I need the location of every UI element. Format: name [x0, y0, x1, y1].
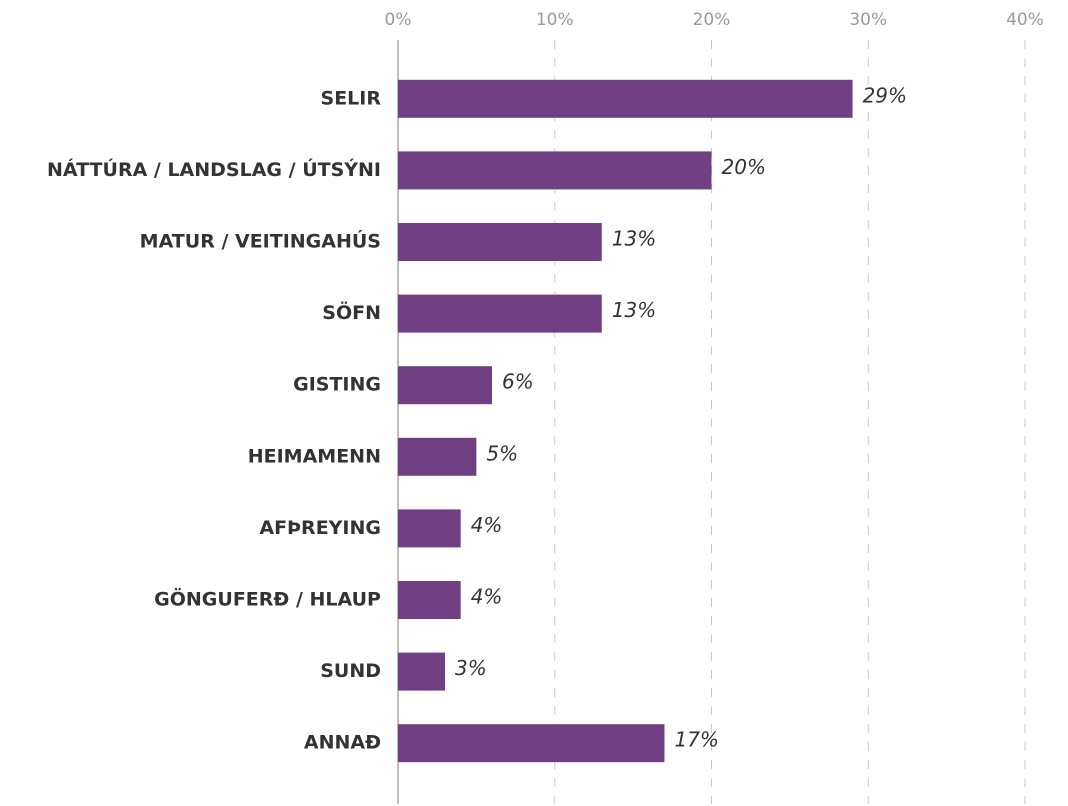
- value-label: 4%: [471, 513, 503, 537]
- bar: [398, 437, 477, 476]
- value-label: 17%: [674, 728, 718, 752]
- bar: [398, 581, 461, 619]
- bar: [398, 223, 602, 261]
- category-label: GISTING: [293, 374, 381, 396]
- bar: [398, 724, 665, 763]
- value-label: 20%: [722, 155, 766, 179]
- x-tick-label: 40%: [1006, 10, 1044, 30]
- x-tick-label: 0%: [385, 10, 412, 30]
- category-label: MATUR / VEITINGAHÚS: [140, 229, 381, 253]
- value-label: 29%: [863, 83, 907, 107]
- category-label: HEIMAMENN: [248, 445, 381, 467]
- value-label: 4%: [471, 585, 503, 609]
- value-label: 13%: [612, 298, 656, 322]
- bar: [398, 509, 461, 548]
- category-label: SUND: [320, 660, 381, 682]
- bar: [398, 79, 853, 118]
- x-tick-label: 30%: [849, 10, 887, 30]
- value-label: 5%: [486, 441, 518, 465]
- value-label: 3%: [455, 656, 487, 680]
- category-label: SÖFN: [322, 300, 381, 324]
- value-label: 13%: [612, 227, 656, 251]
- bar: [398, 366, 493, 405]
- category-label: NÁTTÚRA / LANDSLAG / ÚTSÝNI: [47, 157, 381, 181]
- x-tick-label: 20%: [693, 10, 731, 30]
- category-label: SELIR: [321, 87, 382, 109]
- bar: [398, 294, 602, 333]
- category-label: GÖNGUFERÐ / HLAUP: [154, 587, 381, 611]
- bar: [398, 652, 446, 691]
- value-label: 6%: [502, 370, 534, 394]
- category-label: ANNAÐ: [304, 732, 381, 754]
- category-label: AFÞREYING: [259, 517, 381, 539]
- bar: [398, 151, 712, 190]
- x-tick-label: 10%: [536, 10, 574, 30]
